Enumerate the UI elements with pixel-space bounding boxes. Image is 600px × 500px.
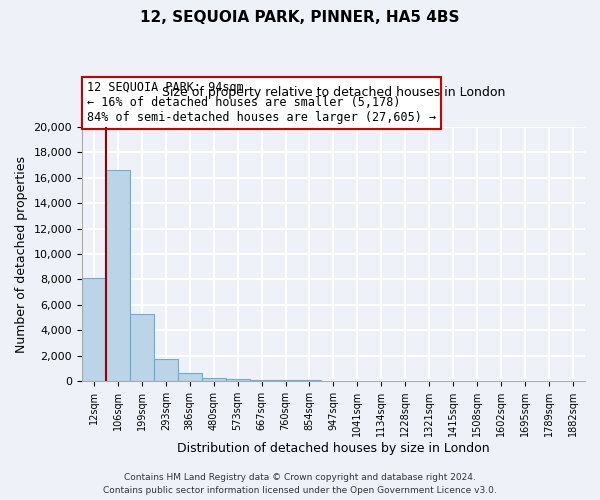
Bar [82, 278, 106, 381]
Bar [226, 379, 250, 381]
Bar [202, 378, 226, 381]
Text: 12, SEQUOIA PARK, PINNER, HA5 4BS: 12, SEQUOIA PARK, PINNER, HA5 4BS [140, 10, 460, 25]
Bar [298, 380, 322, 381]
Bar [130, 314, 154, 381]
Bar [250, 380, 274, 381]
Bar [154, 359, 178, 381]
Title: Size of property relative to detached houses in London: Size of property relative to detached ho… [162, 86, 505, 100]
Y-axis label: Number of detached properties: Number of detached properties [15, 156, 28, 352]
X-axis label: Distribution of detached houses by size in London: Distribution of detached houses by size … [177, 442, 490, 455]
Bar [178, 373, 202, 381]
Text: Contains HM Land Registry data © Crown copyright and database right 2024.
Contai: Contains HM Land Registry data © Crown c… [103, 474, 497, 495]
Bar [274, 380, 298, 381]
Text: 12 SEQUOIA PARK: 94sqm
← 16% of detached houses are smaller (5,178)
84% of semi-: 12 SEQUOIA PARK: 94sqm ← 16% of detached… [87, 82, 436, 124]
Bar [106, 170, 130, 381]
